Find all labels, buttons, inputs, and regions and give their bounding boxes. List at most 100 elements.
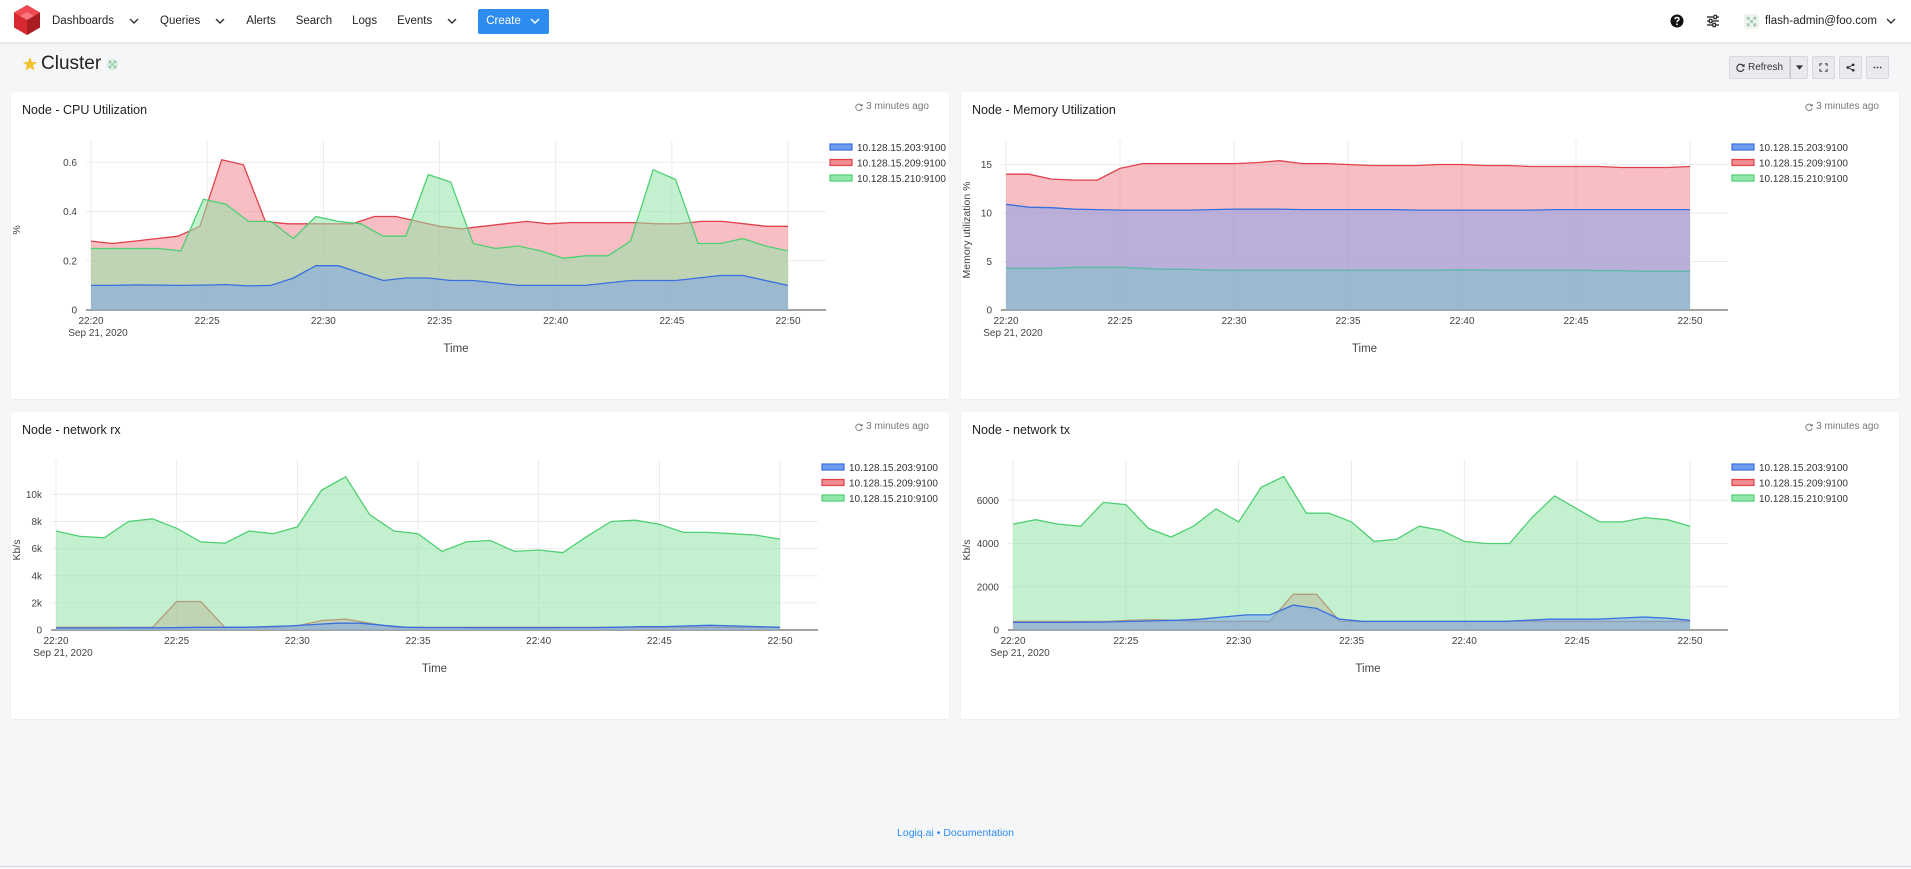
dashboard-tag-icon	[107, 58, 119, 70]
x-tick-label: 22:50	[1677, 636, 1702, 647]
nav-dashboards[interactable]: Dashboards	[52, 15, 140, 27]
dashboard-header: Cluster	[22, 53, 119, 75]
series-area-2	[1006, 267, 1690, 310]
legend-label: 10.128.15.209:9100	[1759, 479, 1848, 490]
footer: Logiq.ai • Documentation	[0, 827, 1911, 839]
fullscreen-icon	[1819, 63, 1828, 72]
legend-label: 10.128.15.210:9100	[1759, 174, 1848, 185]
create-button-label: Create	[486, 15, 521, 27]
footer-separator: •	[936, 827, 941, 839]
nav-logs[interactable]: Logs	[352, 15, 377, 27]
refresh-icon	[1736, 63, 1745, 72]
y-tick-label: 4k	[31, 571, 43, 582]
nav-dashboards-label: Dashboards	[52, 15, 115, 27]
more-icon	[1873, 66, 1882, 69]
x-tick-label: 22:30	[285, 636, 310, 647]
series-line-0	[56, 622, 781, 629]
nav-events[interactable]: Events	[397, 15, 458, 27]
footer-link-logiq[interactable]: Logiq.ai	[897, 827, 934, 839]
series-line-0	[91, 265, 789, 287]
panel-timestamp: 3 minutes ago	[855, 421, 929, 432]
chevron-down-icon[interactable]	[214, 15, 226, 27]
legend-swatch	[821, 463, 845, 471]
legend-label: 10.128.15.210:9100	[849, 494, 938, 505]
create-button[interactable]: Create	[478, 8, 549, 34]
nav-alerts[interactable]: Alerts	[246, 15, 275, 27]
x-tick-label: 22:35	[1339, 636, 1364, 647]
x-tick-label: 22:40	[1452, 636, 1477, 647]
more-options-button[interactable]	[1866, 56, 1889, 79]
panel-title: Node - network tx	[972, 423, 1070, 437]
x-tick-label: 22:35	[427, 316, 452, 327]
legend-swatch	[1731, 494, 1755, 502]
y-tick-label: 0	[993, 626, 999, 637]
nav-events-label: Events	[397, 15, 433, 27]
x-tick-label: 22:30	[311, 316, 336, 327]
series-area-2	[91, 169, 788, 310]
x-axis-title: Time	[1355, 663, 1380, 675]
top-navbar: Dashboards Queries Alerts Search Logs Ev…	[0, 0, 1911, 43]
legend-label: 10.128.15.203:9100	[857, 143, 946, 154]
panel-timestamp-text: 3 minutes ago	[866, 101, 929, 112]
x-date-label: Sep 21, 2020	[68, 328, 128, 339]
y-tick-label: 0	[986, 306, 992, 317]
sliders-icon[interactable]	[1706, 14, 1720, 28]
x-tick-label: 22:35	[405, 636, 430, 647]
app-logo[interactable]	[11, 4, 43, 36]
series-line-2	[1012, 475, 1691, 545]
series-area-2	[1013, 476, 1690, 630]
x-tick-label: 22:40	[1449, 316, 1474, 327]
fullscreen-button[interactable]	[1812, 56, 1835, 79]
x-tick-label: 22:45	[647, 636, 672, 647]
y-axis-title: Kb/s	[961, 539, 973, 560]
nav-search[interactable]: Search	[296, 15, 332, 27]
help-icon[interactable]	[1670, 14, 1684, 28]
x-axis-title: Time	[422, 663, 447, 675]
x-tick-label: 22:45	[1563, 316, 1588, 327]
panel-timestamp: 3 minutes ago	[855, 101, 929, 112]
legend-label: 10.128.15.210:9100	[857, 174, 946, 185]
nav-alerts-label: Alerts	[246, 15, 276, 27]
refresh-button[interactable]: Refresh	[1728, 56, 1790, 79]
x-date-label: Sep 21, 2020	[33, 648, 93, 659]
y-tick-label: 10	[981, 209, 993, 220]
share-button[interactable]	[1839, 56, 1862, 79]
panel-network-rx: Node - network rx 3 minutes ago 0 2k 4k 6k 8…	[11, 412, 949, 719]
x-tick-label: 22:25	[1113, 636, 1138, 647]
x-axis-title: Time	[1352, 343, 1377, 355]
favorite-star-icon[interactable]	[22, 56, 38, 72]
nav-queries[interactable]: Queries	[160, 15, 226, 27]
panel-timestamp-text: 3 minutes ago	[1816, 101, 1879, 112]
chevron-down-icon[interactable]	[128, 15, 140, 27]
x-tick-label: 22:50	[775, 316, 800, 327]
footer-link-documentation[interactable]: Documentation	[943, 827, 1014, 839]
legend-label: 10.128.15.209:9100	[857, 159, 946, 170]
panel-title: Node - CPU Utilization	[22, 103, 148, 117]
cpu-utilization-chart: 0 0.2 0.4 0.6 22:20 22:25 22:30 22:35 22:40 22:45…	[11, 140, 946, 355]
legend-label: 10.128.15.203:9100	[1759, 463, 1848, 474]
series-line-0	[1013, 604, 1691, 624]
x-tick-label: 22:45	[659, 316, 684, 327]
panel-cpu-utilization: Node - CPU Utilization 3 minutes ago 0 0.…	[11, 92, 949, 399]
series-line-2	[91, 168, 789, 259]
legend-label: 10.128.15.203:9100	[1759, 143, 1848, 154]
x-tick-label: 22:25	[195, 316, 220, 327]
page-title: Cluster	[41, 53, 102, 74]
chevron-down-icon[interactable]	[446, 15, 458, 27]
y-tick-label: 6000	[977, 496, 1000, 507]
refresh-options-button[interactable]	[1790, 56, 1808, 79]
x-tick-label: 22:40	[526, 636, 551, 647]
y-tick-label: 4000	[977, 539, 1000, 550]
y-axis-title: Memory utilization %	[961, 182, 973, 279]
bottom-divider	[0, 866, 1911, 867]
chevron-down-icon	[1886, 18, 1896, 24]
series-area-0	[91, 265, 788, 310]
refresh-button-label: Refresh	[1747, 62, 1783, 73]
x-tick-label: 22:30	[1221, 316, 1246, 327]
y-tick-label: 0.4	[63, 207, 77, 218]
x-tick-label: 22:20	[1000, 636, 1025, 647]
panel-timestamp-text: 3 minutes ago	[866, 421, 929, 432]
main-nav: Dashboards Queries Alerts Search Logs Ev…	[52, 0, 549, 42]
user-menu[interactable]: flash-admin@foo.com	[1743, 13, 1897, 29]
memory-utilization-chart: 0 5 10 15 22:20 22:25 22:30 22:35 22:40 22:45 22:5…	[961, 140, 1848, 355]
